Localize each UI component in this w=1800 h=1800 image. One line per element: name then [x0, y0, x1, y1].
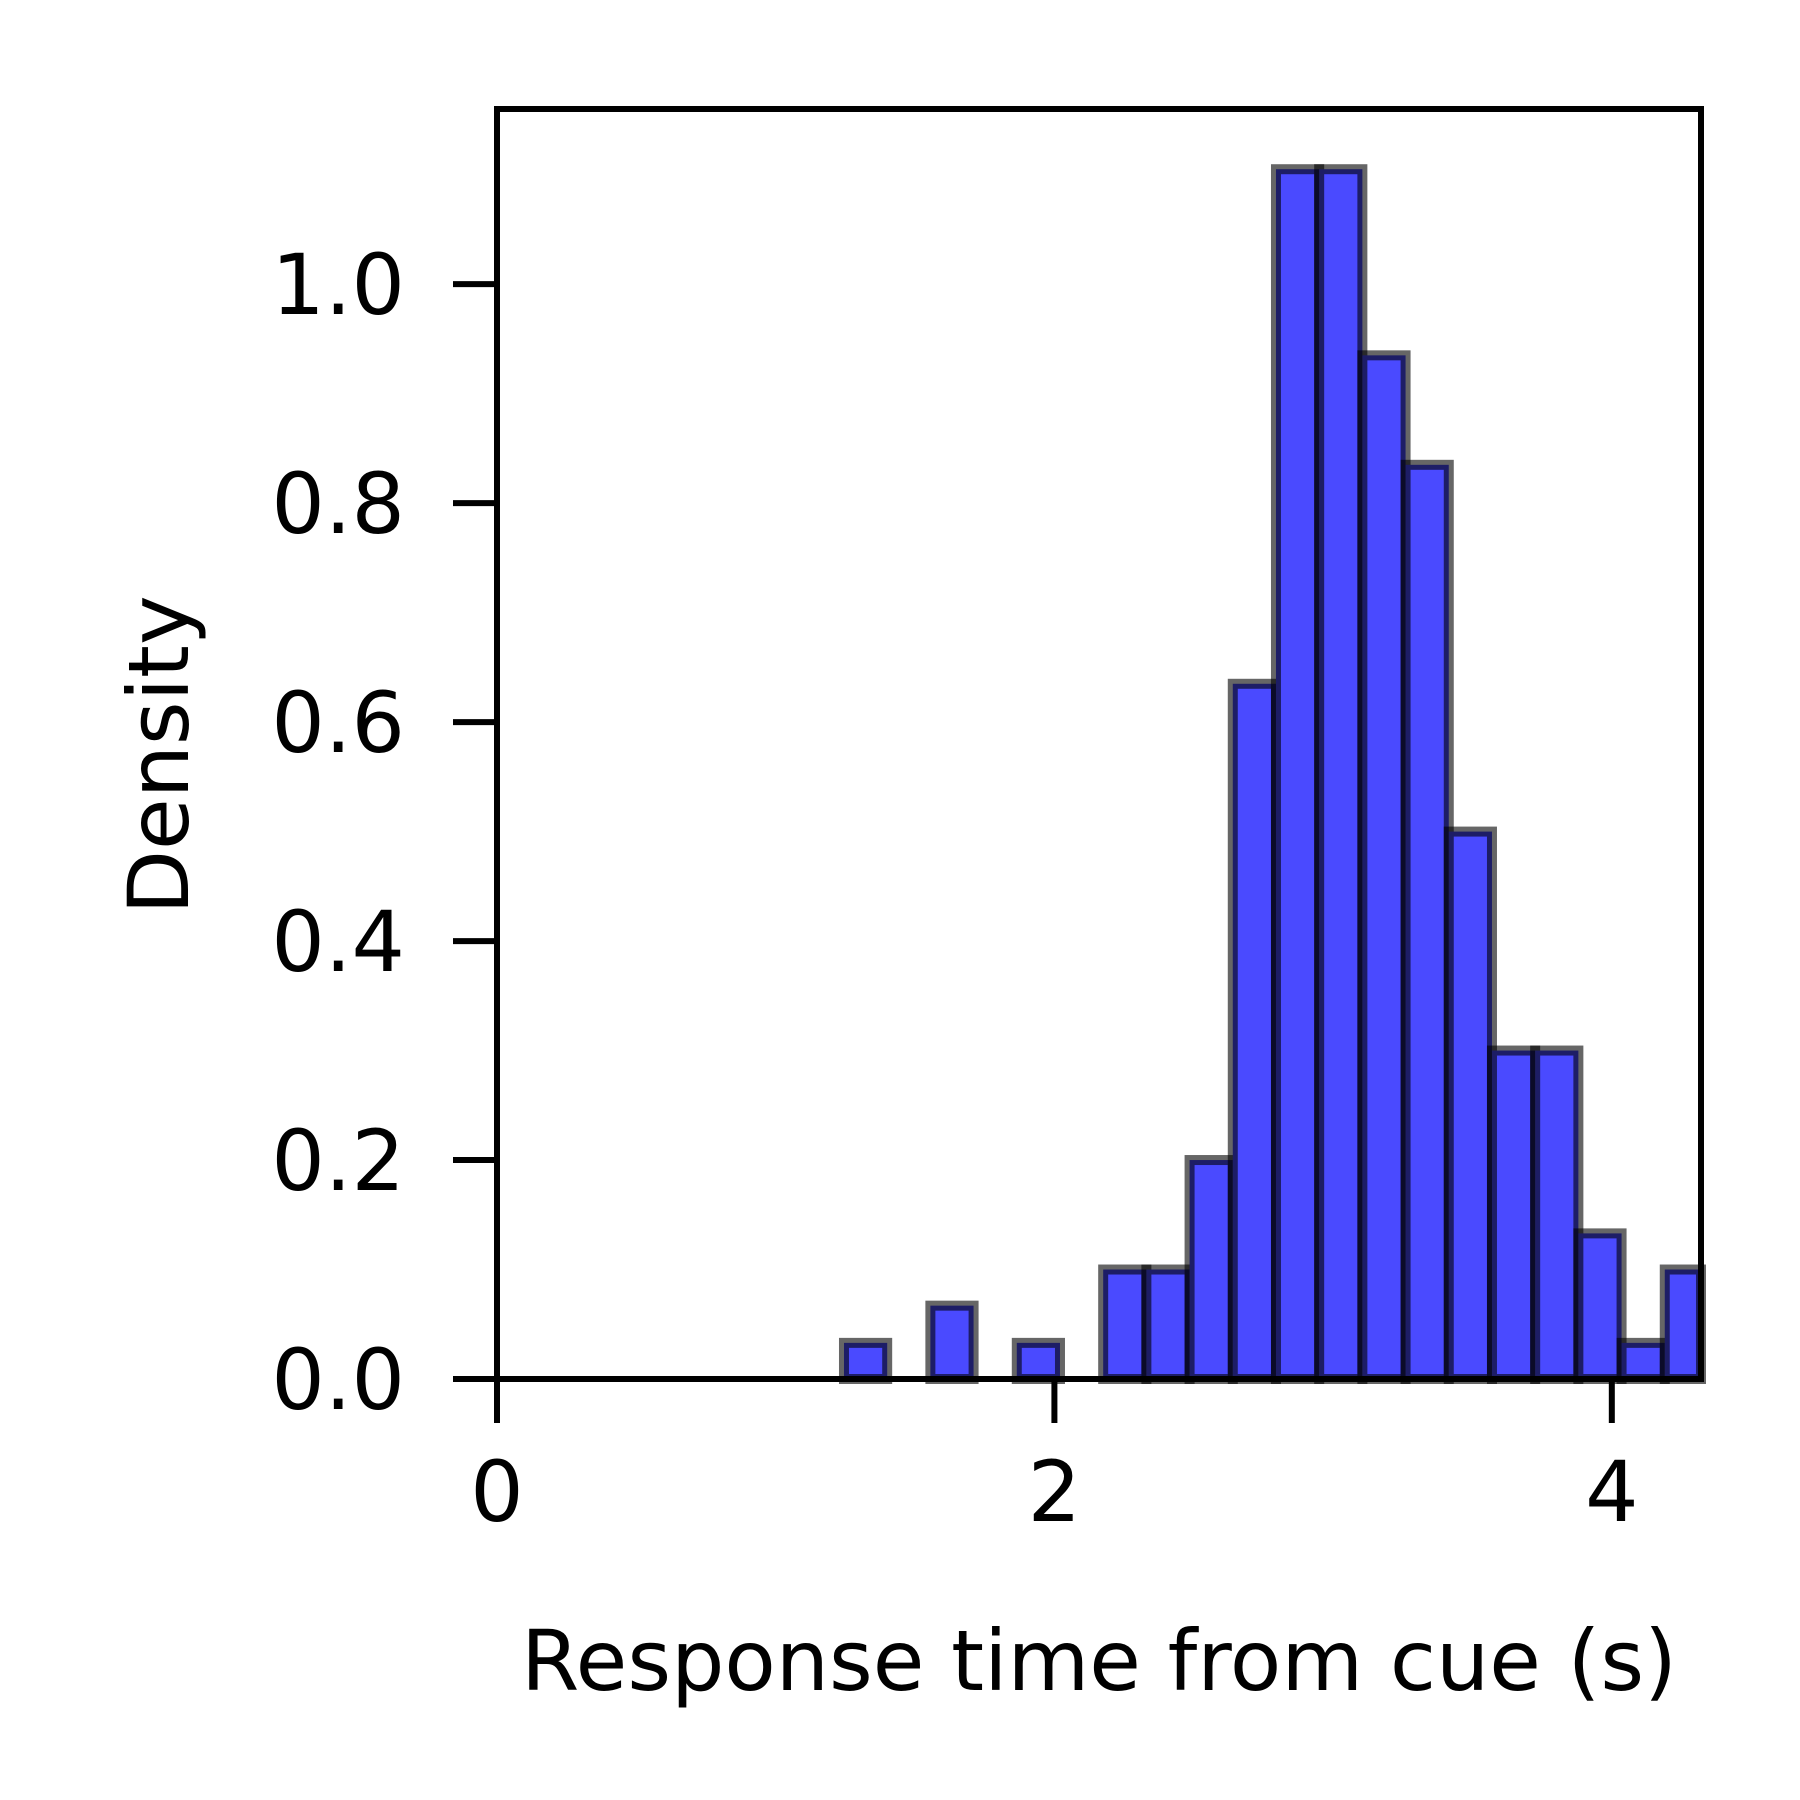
y-tick-label: 0.8 — [271, 455, 405, 553]
histogram-bar — [1314, 164, 1368, 1384]
histogram-bar — [1098, 1264, 1152, 1384]
x-tick-label: 0 — [470, 1443, 523, 1541]
y-tick-label: 1.0 — [271, 236, 405, 334]
histogram-bar — [1141, 1264, 1195, 1384]
histogram-bar — [925, 1300, 979, 1385]
histogram-bar — [1184, 1155, 1238, 1384]
histogram-bars — [838, 164, 1707, 1385]
x-tick-label: 2 — [1028, 1443, 1081, 1541]
y-axis-label: Density — [110, 595, 208, 914]
histogram-bar — [1011, 1337, 1065, 1385]
y-tick-label: 0.6 — [271, 674, 405, 772]
y-axis: 0.0 0.2 0.4 0.6 0.8 1.0 — [271, 236, 497, 1429]
histogram-bar — [1659, 1264, 1707, 1384]
x-axis: 0 2 4 — [470, 1379, 1639, 1541]
histogram-bar — [1530, 1045, 1584, 1385]
plot-frame — [494, 106, 1704, 1382]
y-tick-label: 0.0 — [271, 1331, 405, 1429]
y-tick-label: 0.4 — [271, 893, 405, 991]
histogram-bar — [1357, 350, 1411, 1385]
histogram-bar — [1616, 1337, 1670, 1385]
histogram-bar — [1573, 1228, 1627, 1385]
histogram-bar — [1270, 164, 1325, 1384]
y-tick-label: 0.2 — [271, 1112, 405, 1210]
histogram-bar — [1400, 459, 1454, 1384]
histogram-bar — [1227, 678, 1281, 1384]
x-tick-label: 4 — [1585, 1443, 1638, 1541]
histogram-bar — [1486, 1045, 1541, 1385]
x-axis-label: Response time from cue (s) — [521, 1612, 1677, 1710]
histogram-bar — [1443, 826, 1497, 1384]
histogram-bar — [838, 1337, 893, 1385]
